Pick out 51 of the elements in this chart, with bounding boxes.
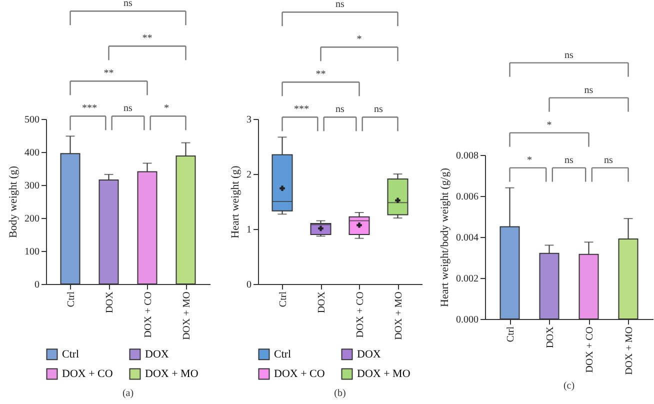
x-tick-label: DOX + MO <box>624 326 635 375</box>
annotation: ns <box>604 154 614 166</box>
x-tick-label: DOX + CO <box>354 292 366 338</box>
y-tick-label: 1 <box>246 224 252 236</box>
text: * <box>164 103 169 114</box>
text: ns <box>124 0 133 10</box>
x-tick-label: Ctrl <box>505 326 516 342</box>
text: (b) <box>334 388 346 399</box>
y-tick-label: 0.002 <box>456 274 478 284</box>
text: ** <box>104 68 114 80</box>
y-tick-label: 2 <box>246 170 252 180</box>
y-tick-label: 3 <box>246 114 252 126</box>
text: (a) <box>122 388 134 399</box>
x-tick-label: Ctrl <box>278 291 289 308</box>
y-axis-title: Heart weight (g) <box>230 165 242 238</box>
text: ns <box>564 50 574 61</box>
text: ns <box>124 103 133 114</box>
annotation: * <box>527 154 532 166</box>
x-tick-label: DOX <box>104 290 116 314</box>
x-tick-label: DOX + CO <box>584 326 596 373</box>
y-axis-title: Heart weight/body weight (g/g) <box>439 168 451 307</box>
text: (c) <box>563 380 575 392</box>
y-tick-label: 0.004 <box>456 232 478 244</box>
y-tick-label: 400 <box>24 148 40 158</box>
y-tick-label: 0 <box>34 280 40 290</box>
y-tick-label: 0.008 <box>456 150 478 162</box>
annotation: ns <box>564 154 574 166</box>
y-tick-label: 0.000 <box>456 314 478 326</box>
y-tick-label: 200 <box>24 214 40 224</box>
x-tick-label: DOX + CO <box>142 292 154 338</box>
text: ns <box>336 0 345 10</box>
text: * <box>356 34 362 46</box>
y-tick-label: 0 <box>246 280 252 290</box>
x-tick-label: DOX <box>544 326 556 348</box>
text: ** <box>142 33 152 44</box>
y-tick-label: 300 <box>24 180 40 192</box>
x-tick-label: DOX <box>316 290 328 314</box>
x-tick-label: DOX + MO <box>181 292 192 340</box>
y-axis-title: Body weight (g) <box>8 166 20 238</box>
text: ns <box>374 104 384 116</box>
text: ** <box>316 69 326 80</box>
text: * <box>546 120 552 131</box>
text: ns <box>584 84 594 96</box>
x-tick-label: Ctrl <box>66 291 77 308</box>
text: *** <box>82 103 97 114</box>
text: *** <box>294 104 309 116</box>
y-tick-label: 500 <box>24 114 40 126</box>
y-tick-label: 0.006 <box>456 192 478 202</box>
text: ns <box>336 104 345 116</box>
x-tick-label: DOX + MO <box>393 292 404 340</box>
y-tick-label: 100 <box>24 246 40 258</box>
